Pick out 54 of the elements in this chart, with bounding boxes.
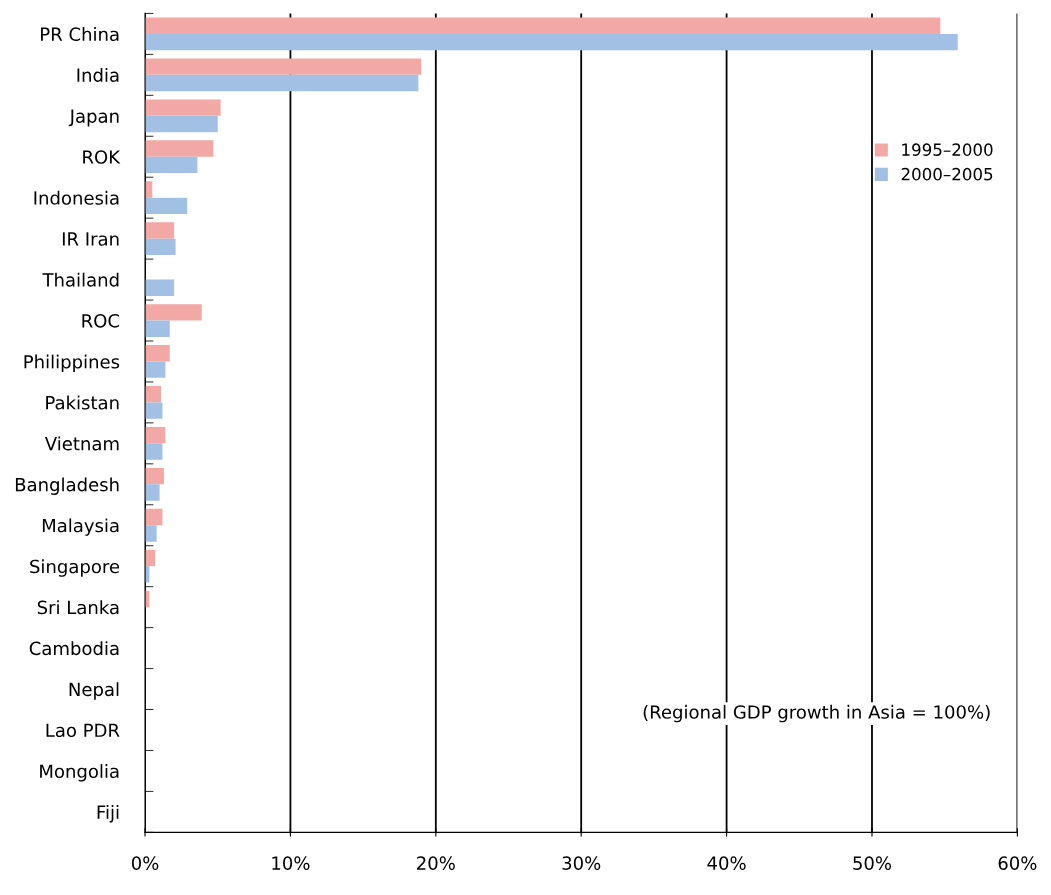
y-tick-label: Nepal — [69, 682, 119, 700]
bar — [145, 238, 176, 256]
y-tick-label: PR China — [41, 27, 119, 42]
y-tick-label: ROC — [82, 313, 120, 328]
y-tick-label: India — [77, 67, 119, 82]
x-tick-label: 30% — [562, 856, 601, 870]
y-tick-label: Lao PDR — [46, 723, 120, 738]
bar — [145, 222, 175, 239]
bar — [145, 402, 163, 419]
bar — [145, 467, 164, 485]
bar — [145, 304, 202, 321]
y-tick-label: Fiji — [97, 805, 119, 823]
y-tick-label: Philippines — [24, 354, 120, 373]
bar — [145, 525, 157, 542]
y-tick-label: Pakistan — [46, 395, 119, 410]
bar — [145, 115, 218, 133]
y-tick-label: Vietnam — [44, 436, 119, 451]
y-tick-label: IR Iran — [62, 232, 119, 246]
y-tick-label: Thailand — [42, 272, 119, 287]
y-tick-label: Japan — [68, 109, 119, 127]
y-tick-label: Malaysia — [42, 518, 119, 536]
bar — [145, 74, 419, 92]
bar — [145, 99, 221, 116]
bar — [145, 484, 160, 501]
bar — [145, 386, 162, 403]
x-tick-label: 10% — [272, 856, 310, 870]
bar — [145, 320, 170, 337]
y-tick-label: Bangladesh — [15, 477, 119, 495]
y-tick-label: Sri Lanka — [37, 600, 119, 615]
bar — [145, 140, 214, 157]
annotation: (Regional GDP growth in Asia = 100%) — [643, 704, 990, 723]
x-tick-label: 20% — [417, 856, 455, 870]
bar — [145, 345, 170, 362]
x-tick-label: 0% — [131, 856, 159, 870]
y-tick-label: ROK — [83, 150, 121, 164]
y-tick-label: Indonesia — [34, 190, 119, 205]
legend-label: 1995–2000 — [902, 143, 993, 156]
bar — [145, 33, 958, 51]
x-tick-label: 60% — [998, 856, 1037, 870]
bar — [145, 58, 422, 75]
bar — [145, 361, 166, 378]
legend-label: 2000–2005 — [901, 167, 993, 181]
y-tick-label: Mongolia — [40, 764, 119, 782]
bar — [145, 426, 166, 444]
bar — [145, 443, 163, 460]
bar — [145, 156, 198, 174]
y-tick-label: Singapore — [30, 559, 120, 577]
y-tick-label: Cambodia — [29, 641, 119, 656]
x-tick-label: 50% — [853, 856, 892, 870]
bar — [145, 508, 163, 526]
bar — [145, 279, 175, 296]
bar — [145, 197, 188, 215]
bar — [145, 17, 941, 34]
x-tick-label: 40% — [707, 856, 746, 870]
